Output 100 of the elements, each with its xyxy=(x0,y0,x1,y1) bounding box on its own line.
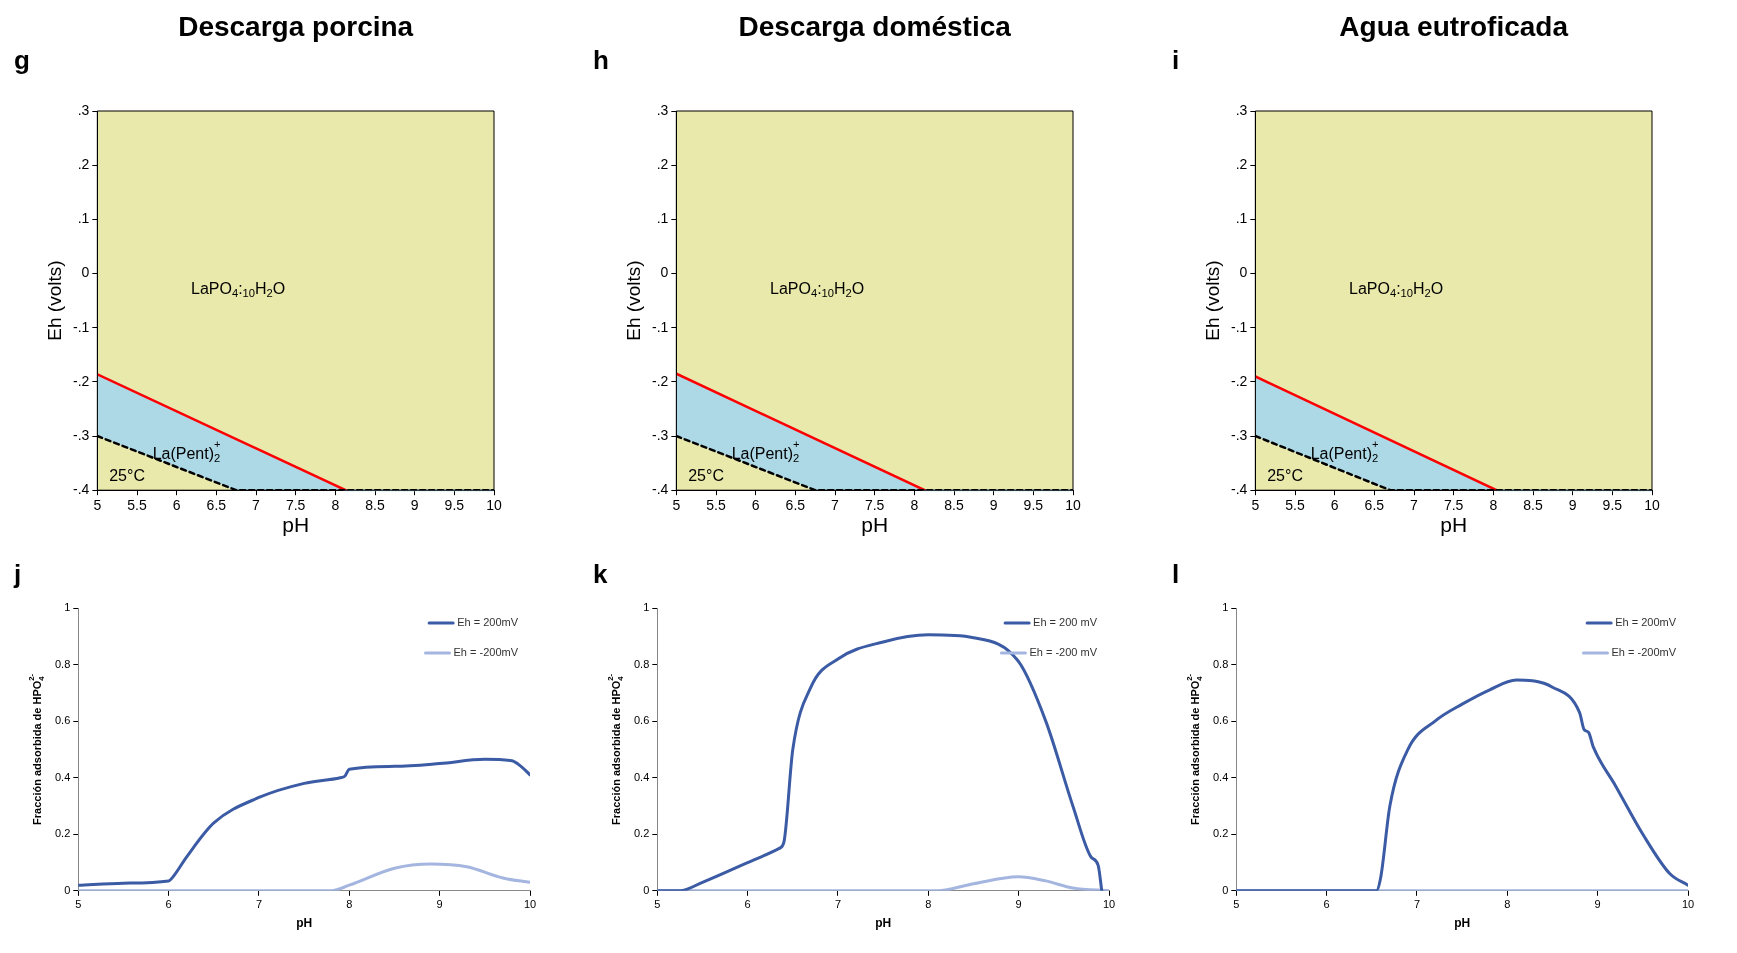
x-axis-title: pH xyxy=(282,513,310,536)
x-tick-label: 6 xyxy=(751,497,760,514)
x-tick-label: 9 xyxy=(1594,898,1601,911)
x-tick-label: 5 xyxy=(1251,497,1260,514)
x-axis-title: pH xyxy=(875,916,892,931)
y-tick-label: 0 xyxy=(1239,264,1248,281)
y-tick-label: -.3 xyxy=(651,426,669,443)
x-tick-label: 10 xyxy=(1065,497,1081,514)
x-tick-label: 8.5 xyxy=(365,497,385,514)
x-tick-label: 9.5 xyxy=(1602,497,1623,514)
x-tick-label: 6.5 xyxy=(206,497,227,514)
x-tick-label: 8 xyxy=(1504,898,1511,911)
y-tick-label: 0.6 xyxy=(633,714,650,727)
y-tick-label: -.1 xyxy=(651,318,669,335)
y-tick-label: 0.6 xyxy=(1212,714,1229,727)
y-tick-label: 0 xyxy=(81,264,90,281)
chart-title: Descarga porcina xyxy=(178,10,414,42)
x-tick-label: 5 xyxy=(75,898,82,911)
y-axis-title: Eh (volts) xyxy=(44,260,66,341)
x-tick-label: 6 xyxy=(172,497,181,514)
text: i xyxy=(1172,45,1180,76)
y-tick-label: .2 xyxy=(1235,156,1248,173)
line-series xyxy=(78,757,530,887)
y-tick-label: 0.6 xyxy=(54,714,71,727)
chart-title: Agua eutroficada xyxy=(1339,10,1569,42)
x-tick-label: 8.5 xyxy=(1523,497,1543,514)
text: j xyxy=(13,559,22,590)
x-tick-label: 6.5 xyxy=(1364,497,1385,514)
x-tick-label: 10 xyxy=(1102,898,1116,911)
y-axis-title: Eh (volts) xyxy=(1202,260,1224,341)
x-tick-label: 5 xyxy=(1233,898,1240,911)
y-tick-label: 1 xyxy=(1222,601,1229,614)
y-tick-label: -.3 xyxy=(72,426,90,443)
x-axis-title: pH xyxy=(1440,513,1468,536)
x-tick-label: 5.5 xyxy=(127,497,147,514)
y-tick-label: -.4 xyxy=(651,481,669,498)
x-tick-label: 8 xyxy=(910,497,919,514)
y-tick-label: 0.2 xyxy=(633,827,650,840)
y-tick-label: 0 xyxy=(643,883,650,896)
x-tick-label: 6 xyxy=(1330,497,1339,514)
x-tick-label: 5.5 xyxy=(706,497,726,514)
annotation: 25°C xyxy=(109,467,145,485)
x-tick-label: 9 xyxy=(1568,497,1577,514)
legend-label: Eh = -200mV xyxy=(1611,646,1677,659)
x-tick-label: 6.5 xyxy=(785,497,806,514)
x-tick-label: 10 xyxy=(486,497,502,514)
x-tick-label: 5.5 xyxy=(1285,497,1305,514)
text: k xyxy=(593,559,608,590)
y-tick-label: .2 xyxy=(656,156,669,173)
x-tick-label: 5 xyxy=(654,898,661,911)
x-tick-label: 9 xyxy=(1015,898,1022,911)
x-tick-label: 9 xyxy=(410,497,419,514)
x-tick-label: 9 xyxy=(436,898,443,911)
line-series xyxy=(657,633,1104,891)
x-tick-label: 6 xyxy=(744,898,751,911)
x-tick-label: 7 xyxy=(834,898,842,911)
y-tick-label: 0 xyxy=(1222,883,1229,896)
text: g xyxy=(14,45,30,76)
y-tick-label: -.1 xyxy=(1230,318,1248,335)
x-tick-label: 7.5 xyxy=(1443,497,1464,514)
y-tick-label: 0.8 xyxy=(54,657,71,670)
x-tick-label: 5 xyxy=(672,497,681,514)
x-tick-label: 7.5 xyxy=(864,497,885,514)
y-tick-label: .3 xyxy=(656,101,669,118)
y-tick-label: -.4 xyxy=(72,481,90,498)
x-axis-title: pH xyxy=(296,916,313,931)
y-tick-label: .3 xyxy=(1235,101,1248,118)
y-tick-label: 0.4 xyxy=(54,770,71,783)
chart-title: Descarga doméstica xyxy=(738,10,1012,42)
y-tick-label: .2 xyxy=(77,156,90,173)
x-tick-label: 7 xyxy=(831,497,840,514)
y-tick-label: -.2 xyxy=(1230,372,1248,389)
x-tick-label: 5 xyxy=(93,497,102,514)
y-tick-label: .1 xyxy=(1235,210,1248,227)
y-axis-title: Eh (volts) xyxy=(623,260,645,341)
x-tick-label: 8 xyxy=(925,898,932,911)
x-tick-label: 10 xyxy=(1644,497,1660,514)
annotation: 25°C xyxy=(1267,467,1303,485)
x-tick-label: 7 xyxy=(252,497,261,514)
y-tick-label: .1 xyxy=(656,210,669,227)
y-tick-label: 0.2 xyxy=(54,827,71,840)
y-tick-label: -.1 xyxy=(72,318,90,335)
x-axis-title: pH xyxy=(861,513,889,536)
y-tick-label: 1 xyxy=(64,601,71,614)
y-tick-label: -.2 xyxy=(651,372,669,389)
y-tick-label: 0.8 xyxy=(1212,657,1229,670)
x-tick-label: 7 xyxy=(1413,898,1421,911)
x-tick-label: 10 xyxy=(523,898,537,911)
y-tick-label: 1 xyxy=(643,601,650,614)
legend-label: Eh = -200mV xyxy=(453,646,519,659)
y-tick-label: -.3 xyxy=(1230,426,1248,443)
x-tick-label: 9 xyxy=(989,497,998,514)
y-tick-label: .1 xyxy=(77,210,90,227)
legend-label: Eh = 200mV xyxy=(1615,616,1677,629)
x-tick-label: 9.5 xyxy=(1023,497,1044,514)
annotation: 25°C xyxy=(688,467,724,485)
x-tick-label: 8 xyxy=(346,898,353,911)
x-tick-label: 10 xyxy=(1681,898,1695,911)
x-tick-label: 8 xyxy=(331,497,340,514)
x-tick-label: 7 xyxy=(1410,497,1419,514)
